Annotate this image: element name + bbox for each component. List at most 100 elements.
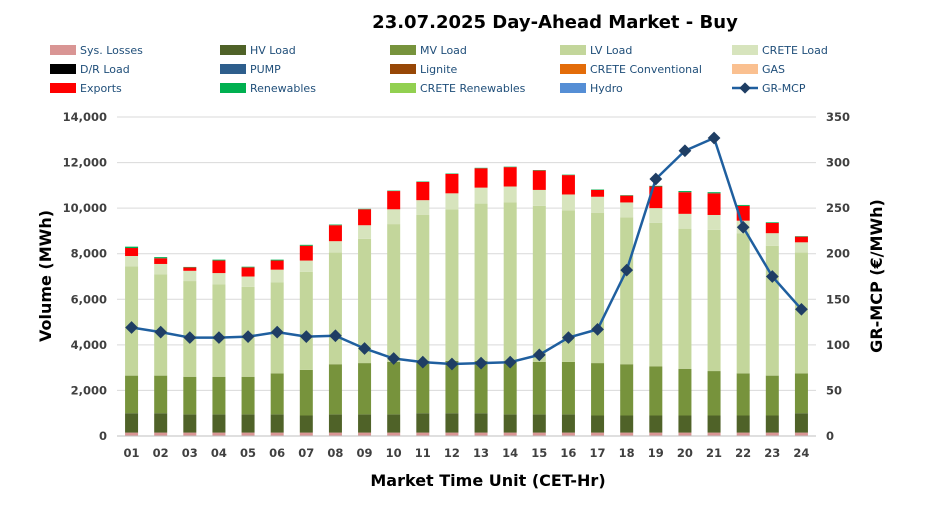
bar-sys-losses-16[interactable] — [561, 432, 575, 436]
mcp-point-02[interactable] — [154, 325, 168, 339]
bar-mv-load-01[interactable] — [125, 375, 139, 414]
bar-crete-load-08[interactable] — [328, 241, 342, 253]
mcp-point-03[interactable] — [183, 331, 197, 344]
bar-exports-07[interactable] — [299, 245, 313, 261]
bar-hv-load-03[interactable] — [183, 414, 197, 433]
bar-hv-load-08[interactable] — [328, 414, 342, 433]
bar-sys-losses-20[interactable] — [678, 432, 692, 436]
bar-sys-losses-04[interactable] — [212, 432, 226, 436]
bar-hv-load-20[interactable] — [678, 415, 692, 433]
bar-crete-load-10[interactable] — [387, 209, 401, 225]
bar-crete-load-16[interactable] — [561, 194, 575, 211]
bar-crete-load-14[interactable] — [503, 186, 517, 203]
bar-hv-load-01[interactable] — [125, 413, 139, 433]
bar-hv-load-17[interactable] — [591, 415, 605, 433]
bar-lv-load-04[interactable] — [212, 284, 226, 377]
bar-sys-losses-21[interactable] — [707, 432, 721, 436]
bar-lv-load-13[interactable] — [474, 203, 488, 361]
bar-exports-04[interactable] — [212, 260, 226, 274]
bar-crete-load-23[interactable] — [765, 233, 779, 246]
bar-renewables-05[interactable] — [241, 266, 255, 268]
bar-mv-load-08[interactable] — [328, 364, 342, 415]
bar-sys-losses-11[interactable] — [416, 432, 430, 436]
bar-exports-01[interactable] — [125, 248, 139, 256]
bar-hv-load-07[interactable] — [299, 415, 313, 433]
bar-sys-losses-14[interactable] — [503, 432, 517, 436]
bar-lv-load-19[interactable] — [649, 222, 663, 367]
mcp-point-12[interactable] — [445, 357, 459, 371]
bar-mv-load-22[interactable] — [736, 373, 750, 416]
bar-lv-load-14[interactable] — [503, 202, 517, 362]
bar-mv-load-04[interactable] — [212, 376, 226, 415]
bar-crete-load-11[interactable] — [416, 200, 430, 215]
bar-hv-load-24[interactable] — [794, 413, 808, 433]
bar-renewables-06[interactable] — [270, 259, 284, 261]
bar-lv-load-23[interactable] — [765, 245, 779, 376]
bar-exports-16[interactable] — [561, 175, 575, 195]
bar-hv-load-14[interactable] — [503, 414, 517, 433]
bar-hv-load-11[interactable] — [416, 413, 430, 433]
bar-hv-load-19[interactable] — [649, 415, 663, 433]
bar-exports-24[interactable] — [794, 236, 808, 243]
bar-hv-load-04[interactable] — [212, 414, 226, 433]
bar-crete-load-03[interactable] — [183, 270, 197, 282]
bar-exports-03[interactable] — [183, 267, 197, 271]
bar-renewables-01[interactable] — [125, 246, 139, 249]
bar-hv-load-10[interactable] — [387, 414, 401, 433]
mcp-point-08[interactable] — [329, 329, 342, 343]
bar-sys-losses-10[interactable] — [387, 432, 401, 436]
bar-crete-load-15[interactable] — [532, 189, 546, 206]
bar-mv-load-18[interactable] — [620, 364, 634, 416]
bar-lv-load-15[interactable] — [532, 205, 546, 362]
bar-hv-load-09[interactable] — [358, 414, 372, 433]
bar-sys-losses-03[interactable] — [183, 432, 197, 436]
bar-mv-load-23[interactable] — [765, 375, 779, 416]
bar-hv-load-06[interactable] — [270, 414, 284, 433]
bar-renewables-21[interactable] — [707, 192, 721, 194]
bar-exports-20[interactable] — [678, 192, 692, 214]
bar-sys-losses-23[interactable] — [765, 432, 779, 436]
bar-renewables-02[interactable] — [154, 257, 168, 259]
mcp-point-07[interactable] — [299, 330, 313, 344]
bar-sys-losses-01[interactable] — [125, 432, 139, 436]
bar-crete-load-05[interactable] — [241, 276, 255, 287]
bar-crete-load-07[interactable] — [299, 260, 313, 272]
bar-mv-load-12[interactable] — [445, 360, 459, 414]
bar-lv-load-12[interactable] — [445, 209, 459, 361]
bar-hv-load-22[interactable] — [736, 415, 750, 433]
bar-mv-load-13[interactable] — [474, 360, 488, 414]
mcp-point-05[interactable] — [241, 330, 255, 344]
bar-exports-23[interactable] — [765, 222, 779, 234]
bar-crete-load-09[interactable] — [358, 225, 372, 239]
bar-sys-losses-02[interactable] — [154, 432, 168, 436]
bar-lv-load-09[interactable] — [358, 238, 372, 364]
mcp-point-06[interactable] — [270, 325, 284, 339]
bar-hv-load-16[interactable] — [561, 414, 575, 433]
bar-hv-load-23[interactable] — [765, 415, 779, 433]
bar-sys-losses-17[interactable] — [591, 432, 605, 436]
bar-mv-load-16[interactable] — [561, 361, 575, 415]
bar-lv-load-21[interactable] — [707, 229, 721, 372]
bar-lv-load-08[interactable] — [328, 252, 342, 365]
bar-mv-load-20[interactable] — [678, 368, 692, 416]
bar-mv-load-11[interactable] — [416, 360, 430, 414]
bar-mv-load-17[interactable] — [591, 363, 605, 416]
bar-lv-load-10[interactable] — [387, 224, 401, 362]
bar-mv-load-09[interactable] — [358, 363, 372, 415]
bar-exports-18[interactable] — [620, 195, 634, 203]
bar-crete-load-18[interactable] — [620, 202, 634, 218]
bar-hv-load-02[interactable] — [154, 413, 168, 433]
bar-sys-losses-22[interactable] — [736, 432, 750, 436]
bar-exports-06[interactable] — [270, 260, 284, 270]
bar-hv-load-05[interactable] — [241, 414, 255, 433]
bar-exports-10[interactable] — [387, 191, 401, 210]
bar-hv-load-12[interactable] — [445, 413, 459, 433]
bar-sys-losses-08[interactable] — [328, 432, 342, 436]
bar-renewables-22[interactable] — [736, 204, 750, 206]
bar-exports-09[interactable] — [358, 209, 372, 226]
bar-lv-load-20[interactable] — [678, 228, 692, 369]
bar-mv-load-24[interactable] — [794, 373, 808, 414]
bar-crete-load-20[interactable] — [678, 213, 692, 229]
bar-exports-08[interactable] — [328, 225, 342, 242]
bar-exports-02[interactable] — [154, 258, 168, 264]
